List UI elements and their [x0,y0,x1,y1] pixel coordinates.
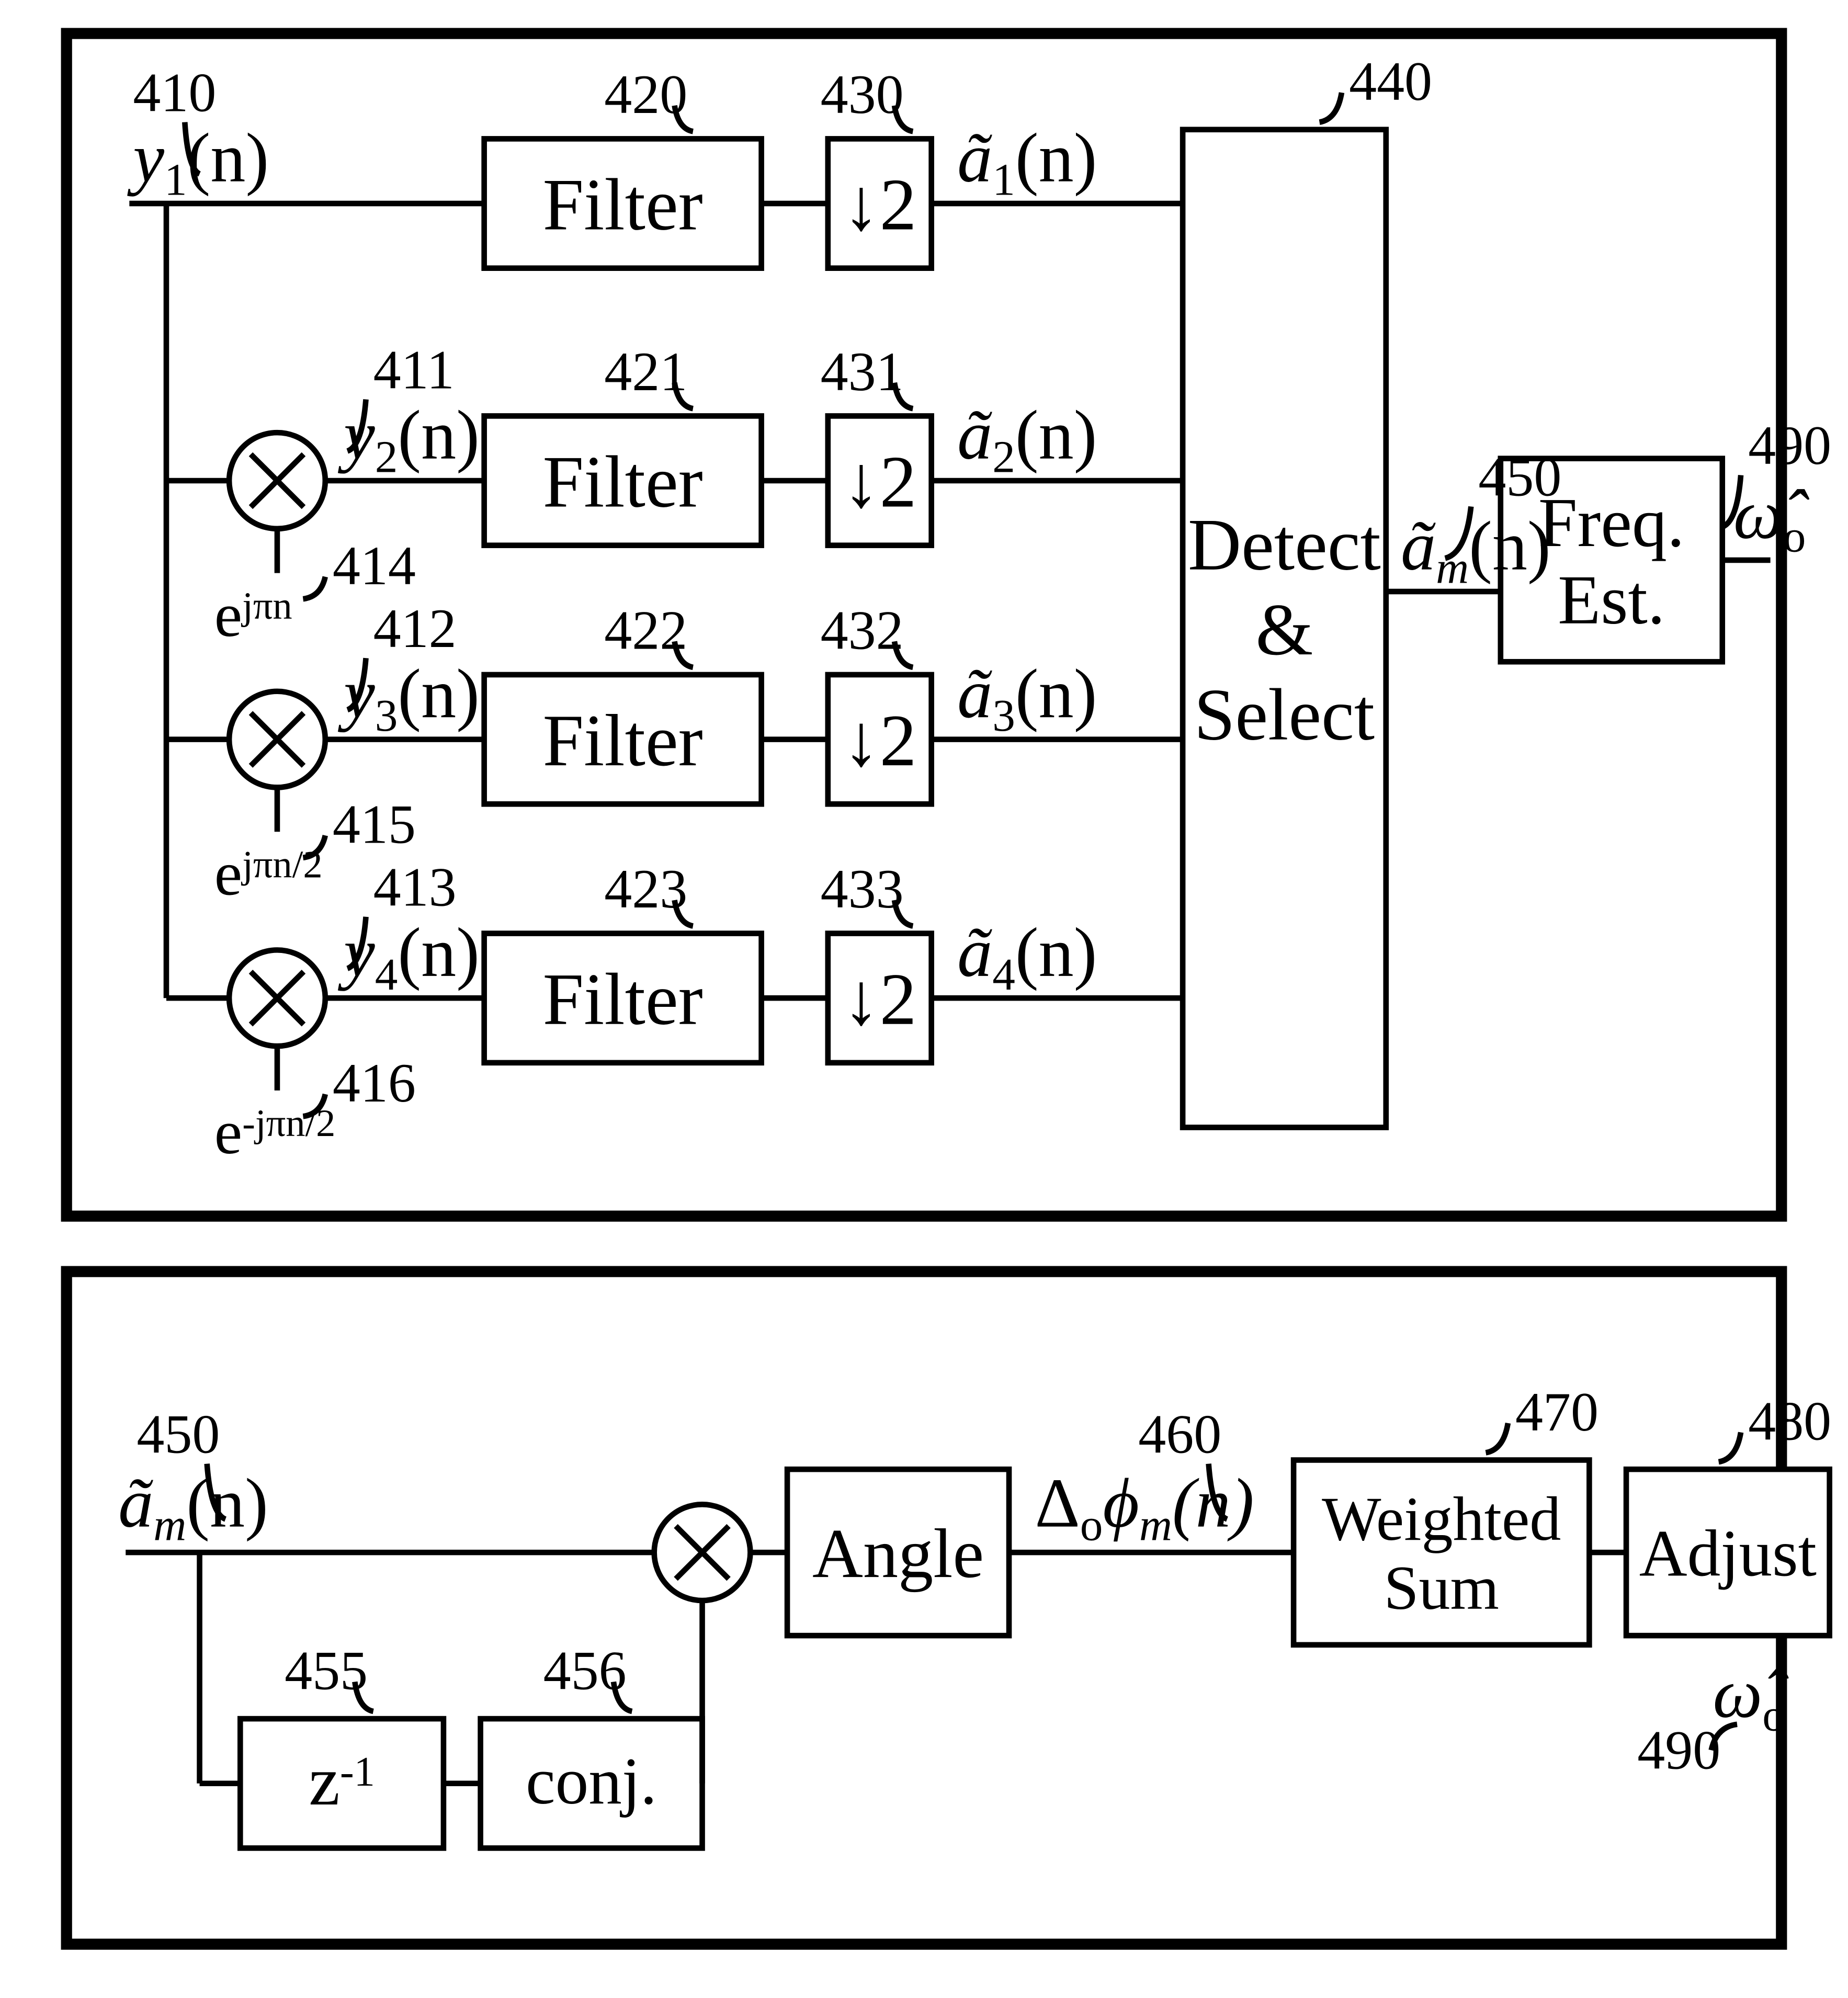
bottom-diagram: AngleWeightedSumAdjustz-1conj.ãm(n)Δoϕm(… [66,1272,1831,1944]
svg-text:y1(n): y1(n) [127,119,269,205]
svg-text:ãm(n): ãm(n) [118,1465,268,1550]
svg-text:430: 430 [821,64,904,125]
svg-text:Adjust: Adjust [1639,1517,1817,1591]
svg-text:431: 431 [821,341,904,402]
svg-text:450: 450 [1478,446,1561,507]
svg-text:460: 460 [1138,1403,1221,1465]
svg-text:414: 414 [333,535,416,596]
svg-text:Filter: Filter [543,699,703,781]
svg-text:Δoϕm(n): Δoϕm(n) [1035,1465,1254,1550]
svg-text:↓2: ↓2 [843,699,916,781]
svg-text:ãm(n): ãm(n) [1401,507,1551,593]
svg-text:↓2: ↓2 [843,164,916,246]
svg-text:440: 440 [1349,51,1432,112]
svg-text:450: 450 [137,1403,220,1465]
svg-text:↓2: ↓2 [843,958,916,1040]
svg-text:415: 415 [333,793,416,855]
svg-text:410: 410 [133,62,216,123]
svg-text:ω̂o: ω̂o [1733,476,1810,562]
svg-text:ejπn/2: ejπn/2 [214,838,323,908]
svg-text:Est.: Est. [1558,561,1665,639]
svg-text:Filter: Filter [543,440,703,523]
svg-text:Select: Select [1194,674,1375,756]
svg-text:411: 411 [373,339,455,400]
svg-text:480: 480 [1748,1391,1831,1452]
svg-text:Filter: Filter [543,164,703,246]
svg-text:490: 490 [1637,1719,1720,1780]
svg-text:ã4(n): ã4(n) [957,914,1097,1000]
svg-text:416: 416 [333,1052,416,1114]
svg-text:470: 470 [1515,1381,1598,1443]
svg-text:432: 432 [821,599,904,661]
svg-text:↓2: ↓2 [843,440,916,523]
svg-text:Weighted: Weighted [1322,1484,1561,1553]
svg-text:Angle: Angle [812,1515,984,1593]
svg-text:&: & [1255,588,1313,671]
top-diagram: Detect&SelectFreq.Est.Filter↓2Filter↓2Fi… [66,33,1831,1216]
svg-text:490: 490 [1748,415,1831,476]
svg-text:Detect: Detect [1188,504,1381,586]
svg-text:412: 412 [373,598,457,659]
svg-text:Filter: Filter [543,958,703,1040]
svg-text:ã3(n): ã3(n) [957,655,1097,741]
svg-text:conj.: conj. [526,1744,657,1818]
svg-text:ejπn: ejπn [214,580,292,650]
svg-text:413: 413 [373,857,457,918]
svg-text:ã1(n): ã1(n) [957,119,1097,205]
svg-text:ã2(n): ã2(n) [957,396,1097,482]
svg-text:Sum: Sum [1384,1553,1499,1622]
svg-text:433: 433 [821,858,904,919]
